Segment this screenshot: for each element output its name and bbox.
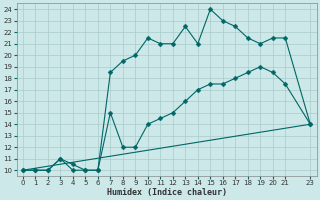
X-axis label: Humidex (Indice chaleur): Humidex (Indice chaleur): [107, 188, 227, 197]
